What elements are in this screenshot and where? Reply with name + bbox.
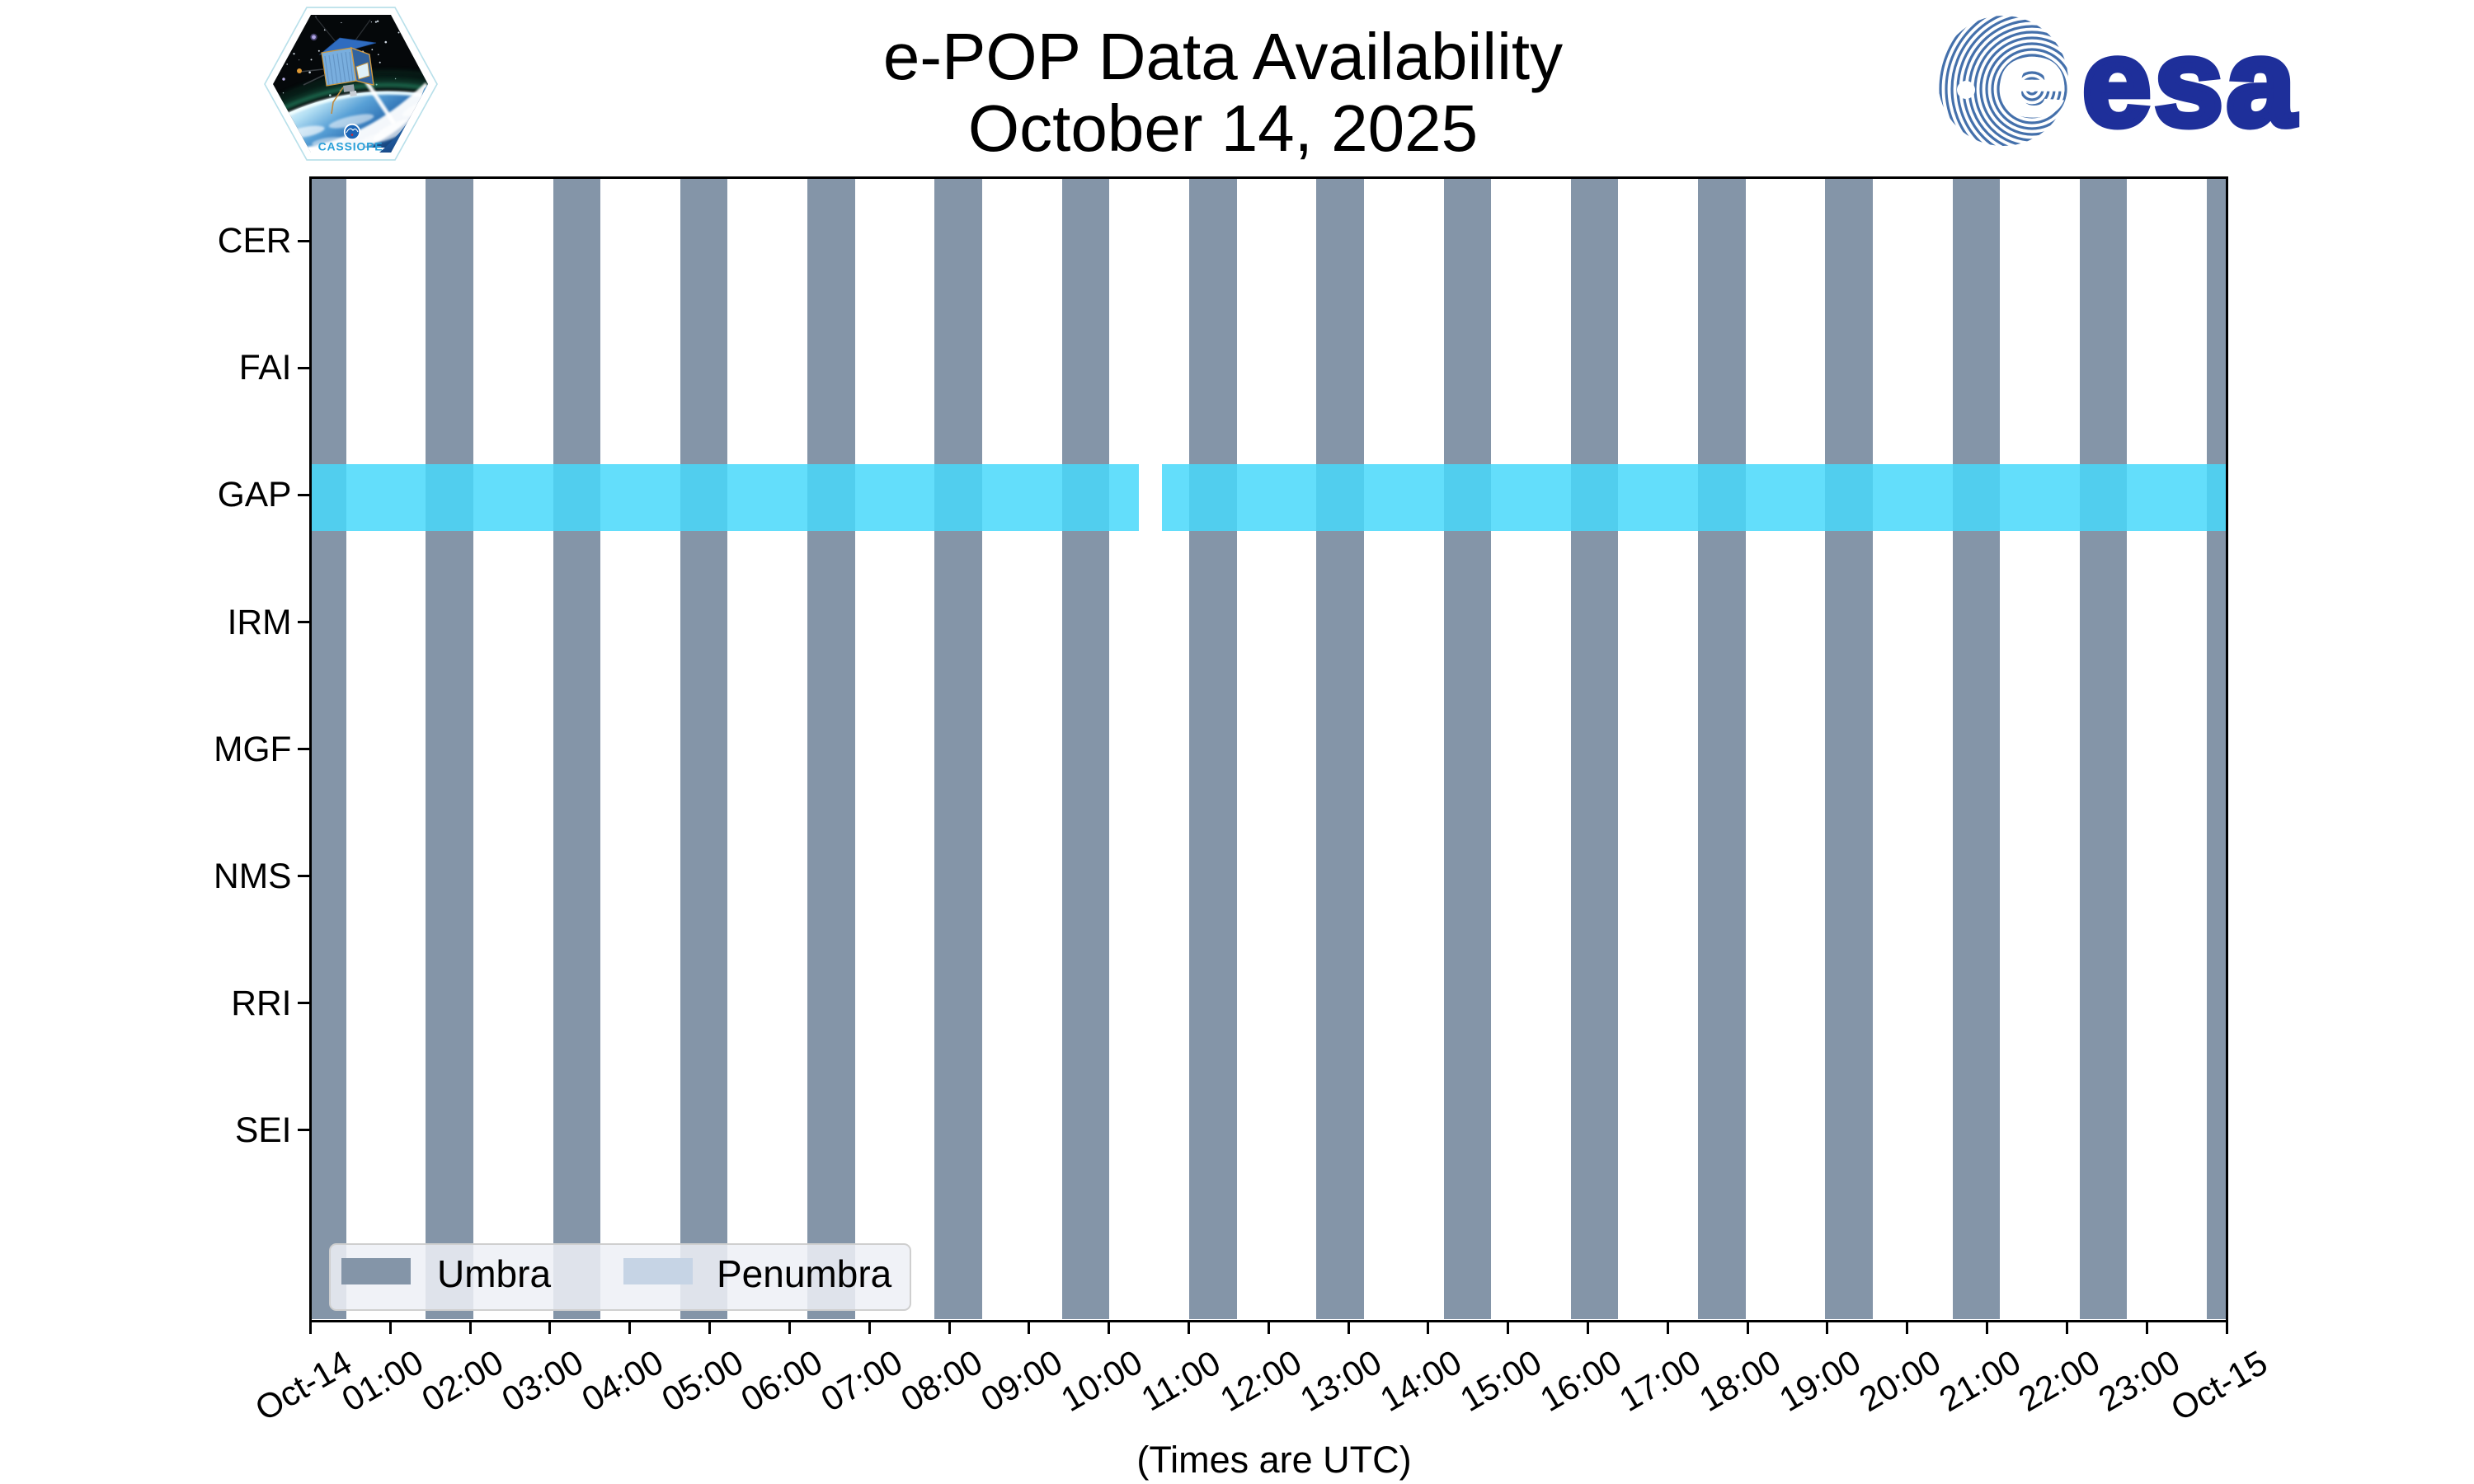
svg-text:esa: esa (2082, 13, 2298, 152)
svg-text:CASSIOPE: CASSIOPE (318, 140, 383, 153)
svg-text:e: e (1997, 20, 2067, 139)
